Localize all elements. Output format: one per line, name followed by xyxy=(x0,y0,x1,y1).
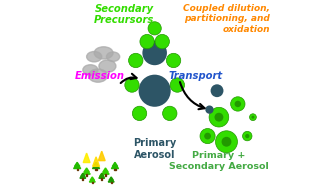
Text: Primary +
Secondary Aerosol: Primary + Secondary Aerosol xyxy=(169,151,269,171)
Ellipse shape xyxy=(83,65,98,75)
Text: Coupled dilution,
partitioning, and
oxidation: Coupled dilution, partitioning, and oxid… xyxy=(183,4,270,34)
Polygon shape xyxy=(86,174,87,176)
Circle shape xyxy=(214,113,223,122)
FancyArrowPatch shape xyxy=(180,82,205,109)
Circle shape xyxy=(200,129,215,144)
Polygon shape xyxy=(111,164,119,169)
Circle shape xyxy=(163,106,177,121)
Polygon shape xyxy=(74,162,80,167)
Polygon shape xyxy=(111,182,112,183)
Polygon shape xyxy=(92,182,93,183)
Polygon shape xyxy=(90,177,95,180)
Circle shape xyxy=(221,137,231,147)
Ellipse shape xyxy=(94,47,113,59)
Circle shape xyxy=(210,84,223,97)
Circle shape xyxy=(148,22,161,35)
Polygon shape xyxy=(89,179,95,182)
Circle shape xyxy=(215,131,237,153)
Circle shape xyxy=(231,97,245,111)
Polygon shape xyxy=(73,164,81,169)
Polygon shape xyxy=(84,168,89,172)
Circle shape xyxy=(235,101,241,107)
Polygon shape xyxy=(81,173,85,177)
Text: Emission: Emission xyxy=(75,71,125,81)
Circle shape xyxy=(243,131,252,141)
Circle shape xyxy=(140,34,154,49)
Polygon shape xyxy=(114,169,116,170)
Circle shape xyxy=(142,41,167,65)
Polygon shape xyxy=(95,169,97,170)
Polygon shape xyxy=(99,175,105,178)
Circle shape xyxy=(205,105,213,114)
Polygon shape xyxy=(102,170,109,174)
Polygon shape xyxy=(101,178,102,180)
Text: Primary
Aerosol: Primary Aerosol xyxy=(133,138,176,160)
Circle shape xyxy=(209,107,229,127)
Ellipse shape xyxy=(107,52,120,61)
Circle shape xyxy=(166,53,181,68)
Polygon shape xyxy=(93,157,100,166)
Polygon shape xyxy=(108,179,114,182)
Polygon shape xyxy=(83,153,90,163)
Polygon shape xyxy=(105,174,106,176)
Polygon shape xyxy=(109,177,114,180)
Polygon shape xyxy=(82,178,83,180)
Polygon shape xyxy=(98,151,105,161)
Circle shape xyxy=(245,134,249,138)
Circle shape xyxy=(251,116,254,119)
Circle shape xyxy=(132,106,147,121)
Ellipse shape xyxy=(89,69,108,82)
Circle shape xyxy=(125,78,139,92)
Circle shape xyxy=(250,114,256,121)
Polygon shape xyxy=(77,169,78,170)
Text: Transport: Transport xyxy=(168,71,222,81)
Circle shape xyxy=(128,53,143,68)
Polygon shape xyxy=(93,162,99,167)
Polygon shape xyxy=(100,173,104,177)
Circle shape xyxy=(170,78,185,92)
Ellipse shape xyxy=(87,52,102,62)
Circle shape xyxy=(204,133,211,139)
Text: Secondary
Precursors: Secondary Precursors xyxy=(94,4,155,25)
Polygon shape xyxy=(112,162,118,167)
Polygon shape xyxy=(80,175,86,178)
FancyArrowPatch shape xyxy=(121,74,136,83)
Polygon shape xyxy=(83,170,90,174)
Circle shape xyxy=(138,75,171,107)
Polygon shape xyxy=(103,168,108,172)
Polygon shape xyxy=(92,164,100,169)
Circle shape xyxy=(155,34,169,49)
Ellipse shape xyxy=(99,60,116,72)
